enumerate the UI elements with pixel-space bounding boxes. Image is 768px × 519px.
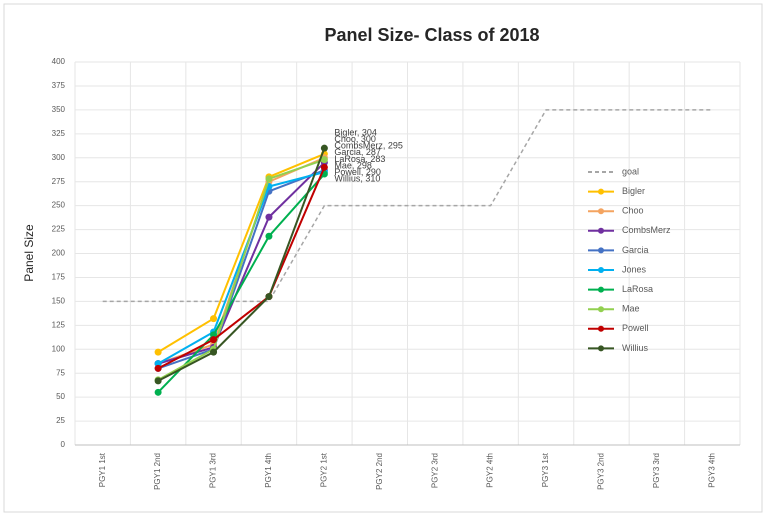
x-tick-label: PGY2 4th bbox=[486, 453, 495, 488]
series-line bbox=[157, 147, 326, 382]
data-label: LaRosa, 283 bbox=[334, 154, 385, 164]
legend-label: Bigler bbox=[622, 186, 645, 196]
chart-frame bbox=[3, 3, 763, 513]
legend-label: goal bbox=[622, 166, 639, 176]
series-line bbox=[157, 166, 326, 370]
legend-label: Choo bbox=[622, 206, 644, 216]
series-line bbox=[157, 152, 325, 353]
y-tick-label: 0 bbox=[61, 440, 66, 449]
y-tick-label: 150 bbox=[52, 296, 66, 305]
x-tick-label: PGY3 3rd bbox=[652, 453, 661, 488]
data-label: Bigler, 304 bbox=[334, 127, 377, 137]
data-label: CombsMerz, 295 bbox=[334, 141, 403, 151]
y-tick-label: 350 bbox=[52, 105, 66, 114]
x-tick-label: PGY3 2nd bbox=[597, 453, 606, 490]
legend-marker bbox=[598, 267, 604, 273]
data-label: Mae, 298 bbox=[334, 160, 372, 170]
chart-title: Panel Size- Class of 2018 bbox=[324, 25, 539, 45]
data-point bbox=[265, 175, 273, 183]
data-point bbox=[154, 348, 162, 356]
y-tick-label: 400 bbox=[52, 57, 66, 66]
legend-marker bbox=[598, 247, 604, 254]
y-axis-label: Panel Size bbox=[22, 224, 36, 282]
x-tick-label: PGY2 2nd bbox=[375, 453, 384, 490]
data-point bbox=[320, 144, 328, 152]
data-point bbox=[154, 360, 162, 368]
data-point bbox=[210, 315, 218, 323]
y-tick-label: 200 bbox=[52, 249, 66, 258]
x-tick-label: PGY1 3rd bbox=[209, 453, 218, 488]
legend-label: Powell bbox=[622, 323, 649, 333]
y-tick-label: 225 bbox=[52, 225, 66, 234]
data-label: Choo, 300 bbox=[334, 134, 376, 144]
legend-marker bbox=[598, 345, 604, 352]
x-tick-label: PGY1 2nd bbox=[153, 453, 162, 490]
data-point bbox=[154, 377, 162, 385]
data-point bbox=[265, 213, 273, 221]
y-tick-label: 375 bbox=[52, 81, 66, 90]
y-tick-label: 175 bbox=[52, 273, 66, 282]
y-tick-label: 75 bbox=[56, 368, 65, 377]
data-label: Willius, 310 bbox=[334, 174, 380, 184]
x-tick-label: PGY1 4th bbox=[264, 453, 273, 488]
legend-marker bbox=[598, 188, 604, 195]
legend-marker bbox=[598, 325, 604, 332]
legend-marker bbox=[598, 286, 604, 293]
x-tick-label: PGY1 1st bbox=[98, 452, 107, 487]
legend-marker bbox=[598, 227, 604, 234]
legend-label: Jones bbox=[622, 264, 647, 274]
data-point bbox=[265, 232, 273, 240]
legend-label: LaRosa bbox=[622, 284, 653, 294]
legend-label: Mae bbox=[622, 304, 640, 314]
y-tick-label: 325 bbox=[52, 129, 66, 138]
series-line bbox=[102, 109, 713, 303]
y-tick-label: 100 bbox=[52, 344, 66, 353]
series-line bbox=[157, 169, 325, 370]
data-point bbox=[320, 156, 328, 164]
y-tick-label: 250 bbox=[52, 201, 66, 210]
y-tick-label: 50 bbox=[56, 392, 65, 401]
data-label: Powell, 290 bbox=[334, 167, 381, 177]
x-tick-label: PGY3 4th bbox=[707, 453, 716, 488]
y-tick-label: 300 bbox=[52, 153, 66, 162]
data-point bbox=[154, 364, 162, 372]
legend-label: Willius bbox=[622, 343, 648, 353]
data-point bbox=[265, 293, 273, 301]
series-line bbox=[157, 171, 325, 365]
data-label: Garcia, 287 bbox=[334, 147, 381, 157]
legend-marker bbox=[598, 306, 604, 313]
y-tick-label: 275 bbox=[52, 177, 66, 186]
y-tick-label: 25 bbox=[56, 416, 65, 425]
x-tick-label: PGY2 3rd bbox=[430, 453, 439, 488]
x-tick-label: PGY3 1st bbox=[541, 452, 550, 487]
x-tick-label: PGY2 1st bbox=[319, 452, 328, 487]
series-line bbox=[157, 158, 325, 381]
data-point bbox=[154, 388, 162, 396]
y-tick-label: 125 bbox=[52, 320, 66, 329]
series-line bbox=[157, 161, 326, 365]
data-point bbox=[210, 336, 218, 344]
data-point bbox=[210, 348, 218, 356]
data-point bbox=[320, 163, 328, 171]
legend-label: Garcia bbox=[622, 245, 649, 255]
data-point bbox=[210, 331, 218, 339]
legend-label: CombsMerz bbox=[622, 225, 671, 235]
legend-marker bbox=[598, 208, 604, 215]
